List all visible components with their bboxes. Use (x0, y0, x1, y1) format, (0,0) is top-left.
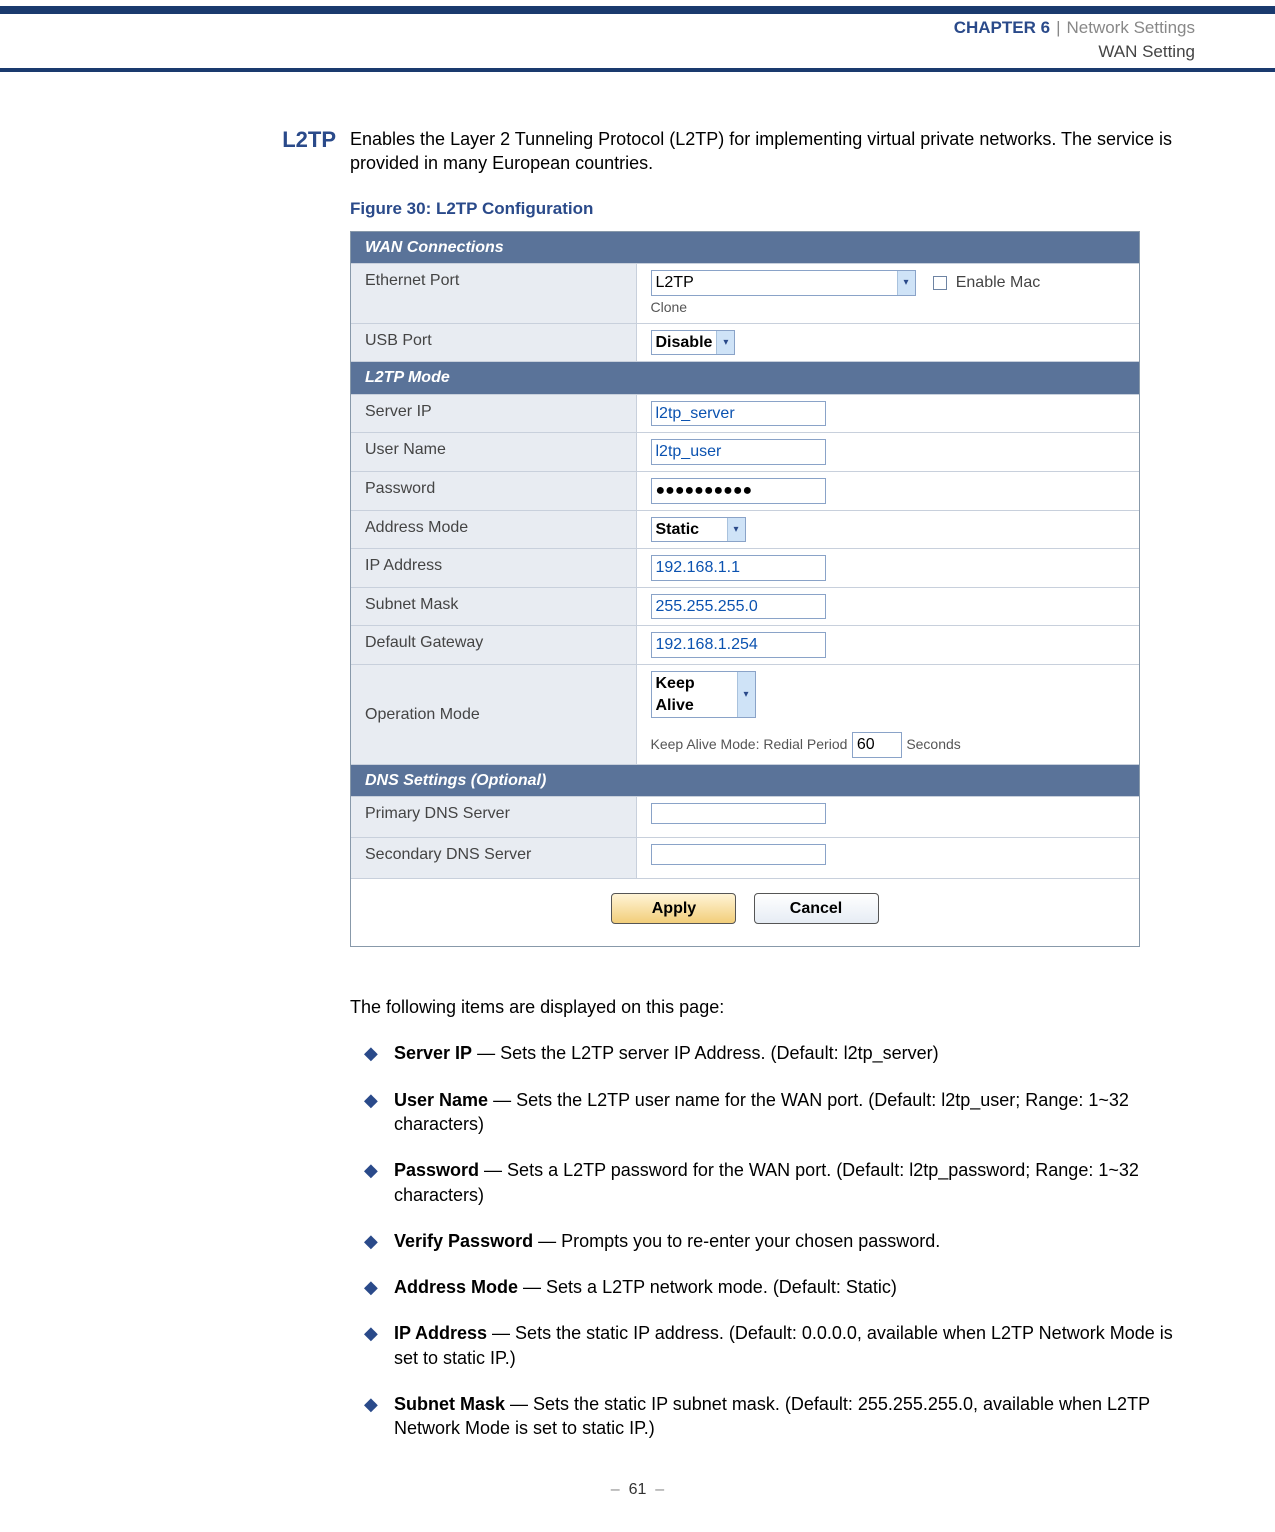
list-item: ◆ Password — Sets a L2TP password for th… (364, 1158, 1195, 1207)
list-item: ◆ Verify Password — Prompts you to re-en… (364, 1229, 1195, 1253)
chevron-down-icon: ▾ (737, 672, 755, 717)
ip-address-label: IP Address (351, 549, 636, 588)
primary-dns-label: Primary DNS Server (351, 797, 636, 838)
keep-alive-suffix: Seconds (906, 736, 960, 752)
ethernet-port-label: Ethernet Port (351, 264, 636, 323)
enable-mac-label: Enable Mac (956, 274, 1041, 291)
primary-dns-input[interactable] (651, 803, 826, 824)
operation-mode-select[interactable]: Keep Alive ▾ (651, 671, 756, 718)
enable-mac-checkbox[interactable] (933, 276, 947, 290)
bullet-rest: — Sets the static IP address. (Default: … (394, 1323, 1173, 1367)
default-gateway-label: Default Gateway (351, 626, 636, 665)
operation-mode-value: Keep Alive (656, 675, 695, 714)
operation-mode-label: Operation Mode (351, 664, 636, 764)
password-input[interactable]: ●●●●●●●●●● (651, 478, 826, 504)
list-item: ◆ Subnet Mask — Sets the static IP subne… (364, 1392, 1195, 1441)
bullet-term: Password (394, 1160, 479, 1180)
list-item: ◆ User Name — Sets the L2TP user name fo… (364, 1088, 1195, 1137)
intro-paragraph: Enables the Layer 2 Tunneling Protocol (… (350, 127, 1195, 176)
bullet-icon: ◆ (364, 1041, 394, 1065)
chevron-down-icon: ▾ (727, 518, 745, 542)
bullet-list: ◆ Server IP — Sets the L2TP server IP Ad… (350, 1041, 1195, 1440)
margin-heading: L2TP (0, 127, 336, 153)
header-separator: | (1056, 18, 1060, 38)
bullet-rest: — Sets the L2TP server IP Address. (Defa… (472, 1043, 939, 1063)
bullet-term: Verify Password (394, 1231, 533, 1251)
section-dns-header: DNS Settings (Optional) (351, 764, 1139, 797)
chevron-down-icon: ▾ (897, 271, 915, 295)
address-mode-select[interactable]: Static ▾ (651, 517, 746, 543)
bullet-rest: — Sets a L2TP network mode. (Default: St… (518, 1277, 897, 1297)
list-item: ◆ IP Address — Sets the static IP addres… (364, 1321, 1195, 1370)
usb-port-select[interactable]: Disable ▾ (651, 330, 736, 356)
button-row: Apply Cancel (351, 879, 1139, 947)
chapter-label: CHAPTER 6 (954, 18, 1050, 38)
section-l2tp-header: L2TP Mode (351, 362, 1139, 395)
user-name-input[interactable]: l2tp_user (651, 439, 826, 465)
list-item: ◆ Address Mode — Sets a L2TP network mod… (364, 1275, 1195, 1299)
bullet-rest: — Prompts you to re-enter your chosen pa… (533, 1231, 940, 1251)
page-header-line2: WAN Setting (0, 42, 1275, 68)
page-footer: – 61 – (0, 1481, 1275, 1509)
address-mode-label: Address Mode (351, 510, 636, 549)
bullet-icon: ◆ (364, 1392, 394, 1441)
page-number: 61 (629, 1481, 647, 1498)
password-label: Password (351, 471, 636, 510)
bullet-icon: ◆ (364, 1229, 394, 1253)
ethernet-port-value: L2TP (656, 274, 694, 291)
bullet-term: IP Address (394, 1323, 487, 1343)
usb-port-value: Disable (656, 334, 713, 351)
ip-address-input[interactable]: 192.168.1.1 (651, 555, 826, 581)
bullet-icon: ◆ (364, 1321, 394, 1370)
figure-caption: Figure 30: L2TP Configuration (350, 198, 1195, 221)
user-name-label: User Name (351, 433, 636, 472)
bullet-rest: — Sets a L2TP password for the WAN port.… (394, 1160, 1139, 1204)
list-item: ◆ Server IP — Sets the L2TP server IP Ad… (364, 1041, 1195, 1065)
clone-label: Clone (651, 298, 1126, 317)
page-header-line1: CHAPTER 6 | Network Settings (0, 14, 1275, 42)
chevron-down-icon: ▾ (716, 331, 734, 355)
secondary-dns-label: Secondary DNS Server (351, 837, 636, 878)
sub-bar (0, 68, 1275, 72)
secondary-dns-input[interactable] (651, 844, 826, 865)
keep-alive-prefix: Keep Alive Mode: Redial Period (651, 736, 848, 752)
default-gateway-input[interactable]: 192.168.1.254 (651, 632, 826, 658)
bullet-icon: ◆ (364, 1275, 394, 1299)
section-title: Network Settings (1067, 18, 1196, 38)
section-wan-header: WAN Connections (351, 232, 1139, 264)
subnet-mask-input[interactable]: 255.255.255.0 (651, 594, 826, 620)
config-screenshot: WAN Connections Ethernet Port L2TP ▾ Ena… (350, 231, 1140, 948)
bullet-term: Server IP (394, 1043, 472, 1063)
bullet-icon: ◆ (364, 1088, 394, 1137)
apply-button[interactable]: Apply (611, 893, 736, 925)
server-ip-label: Server IP (351, 394, 636, 433)
bullet-term: Subnet Mask (394, 1394, 505, 1414)
address-mode-value: Static (656, 521, 700, 538)
description-intro: The following items are displayed on thi… (350, 995, 1195, 1019)
server-ip-input[interactable]: l2tp_server (651, 401, 826, 427)
bullet-rest: — Sets the static IP subnet mask. (Defau… (394, 1394, 1150, 1438)
bullet-icon: ◆ (364, 1158, 394, 1207)
bullet-term: User Name (394, 1090, 488, 1110)
bullet-rest: — Sets the L2TP user name for the WAN po… (394, 1090, 1129, 1134)
cancel-button[interactable]: Cancel (754, 893, 879, 925)
redial-period-input[interactable]: 60 (852, 732, 902, 758)
bullet-term: Address Mode (394, 1277, 518, 1297)
top-bar (0, 6, 1275, 14)
ethernet-port-select[interactable]: L2TP ▾ (651, 270, 916, 296)
subnet-mask-label: Subnet Mask (351, 587, 636, 626)
usb-port-label: USB Port (351, 323, 636, 362)
